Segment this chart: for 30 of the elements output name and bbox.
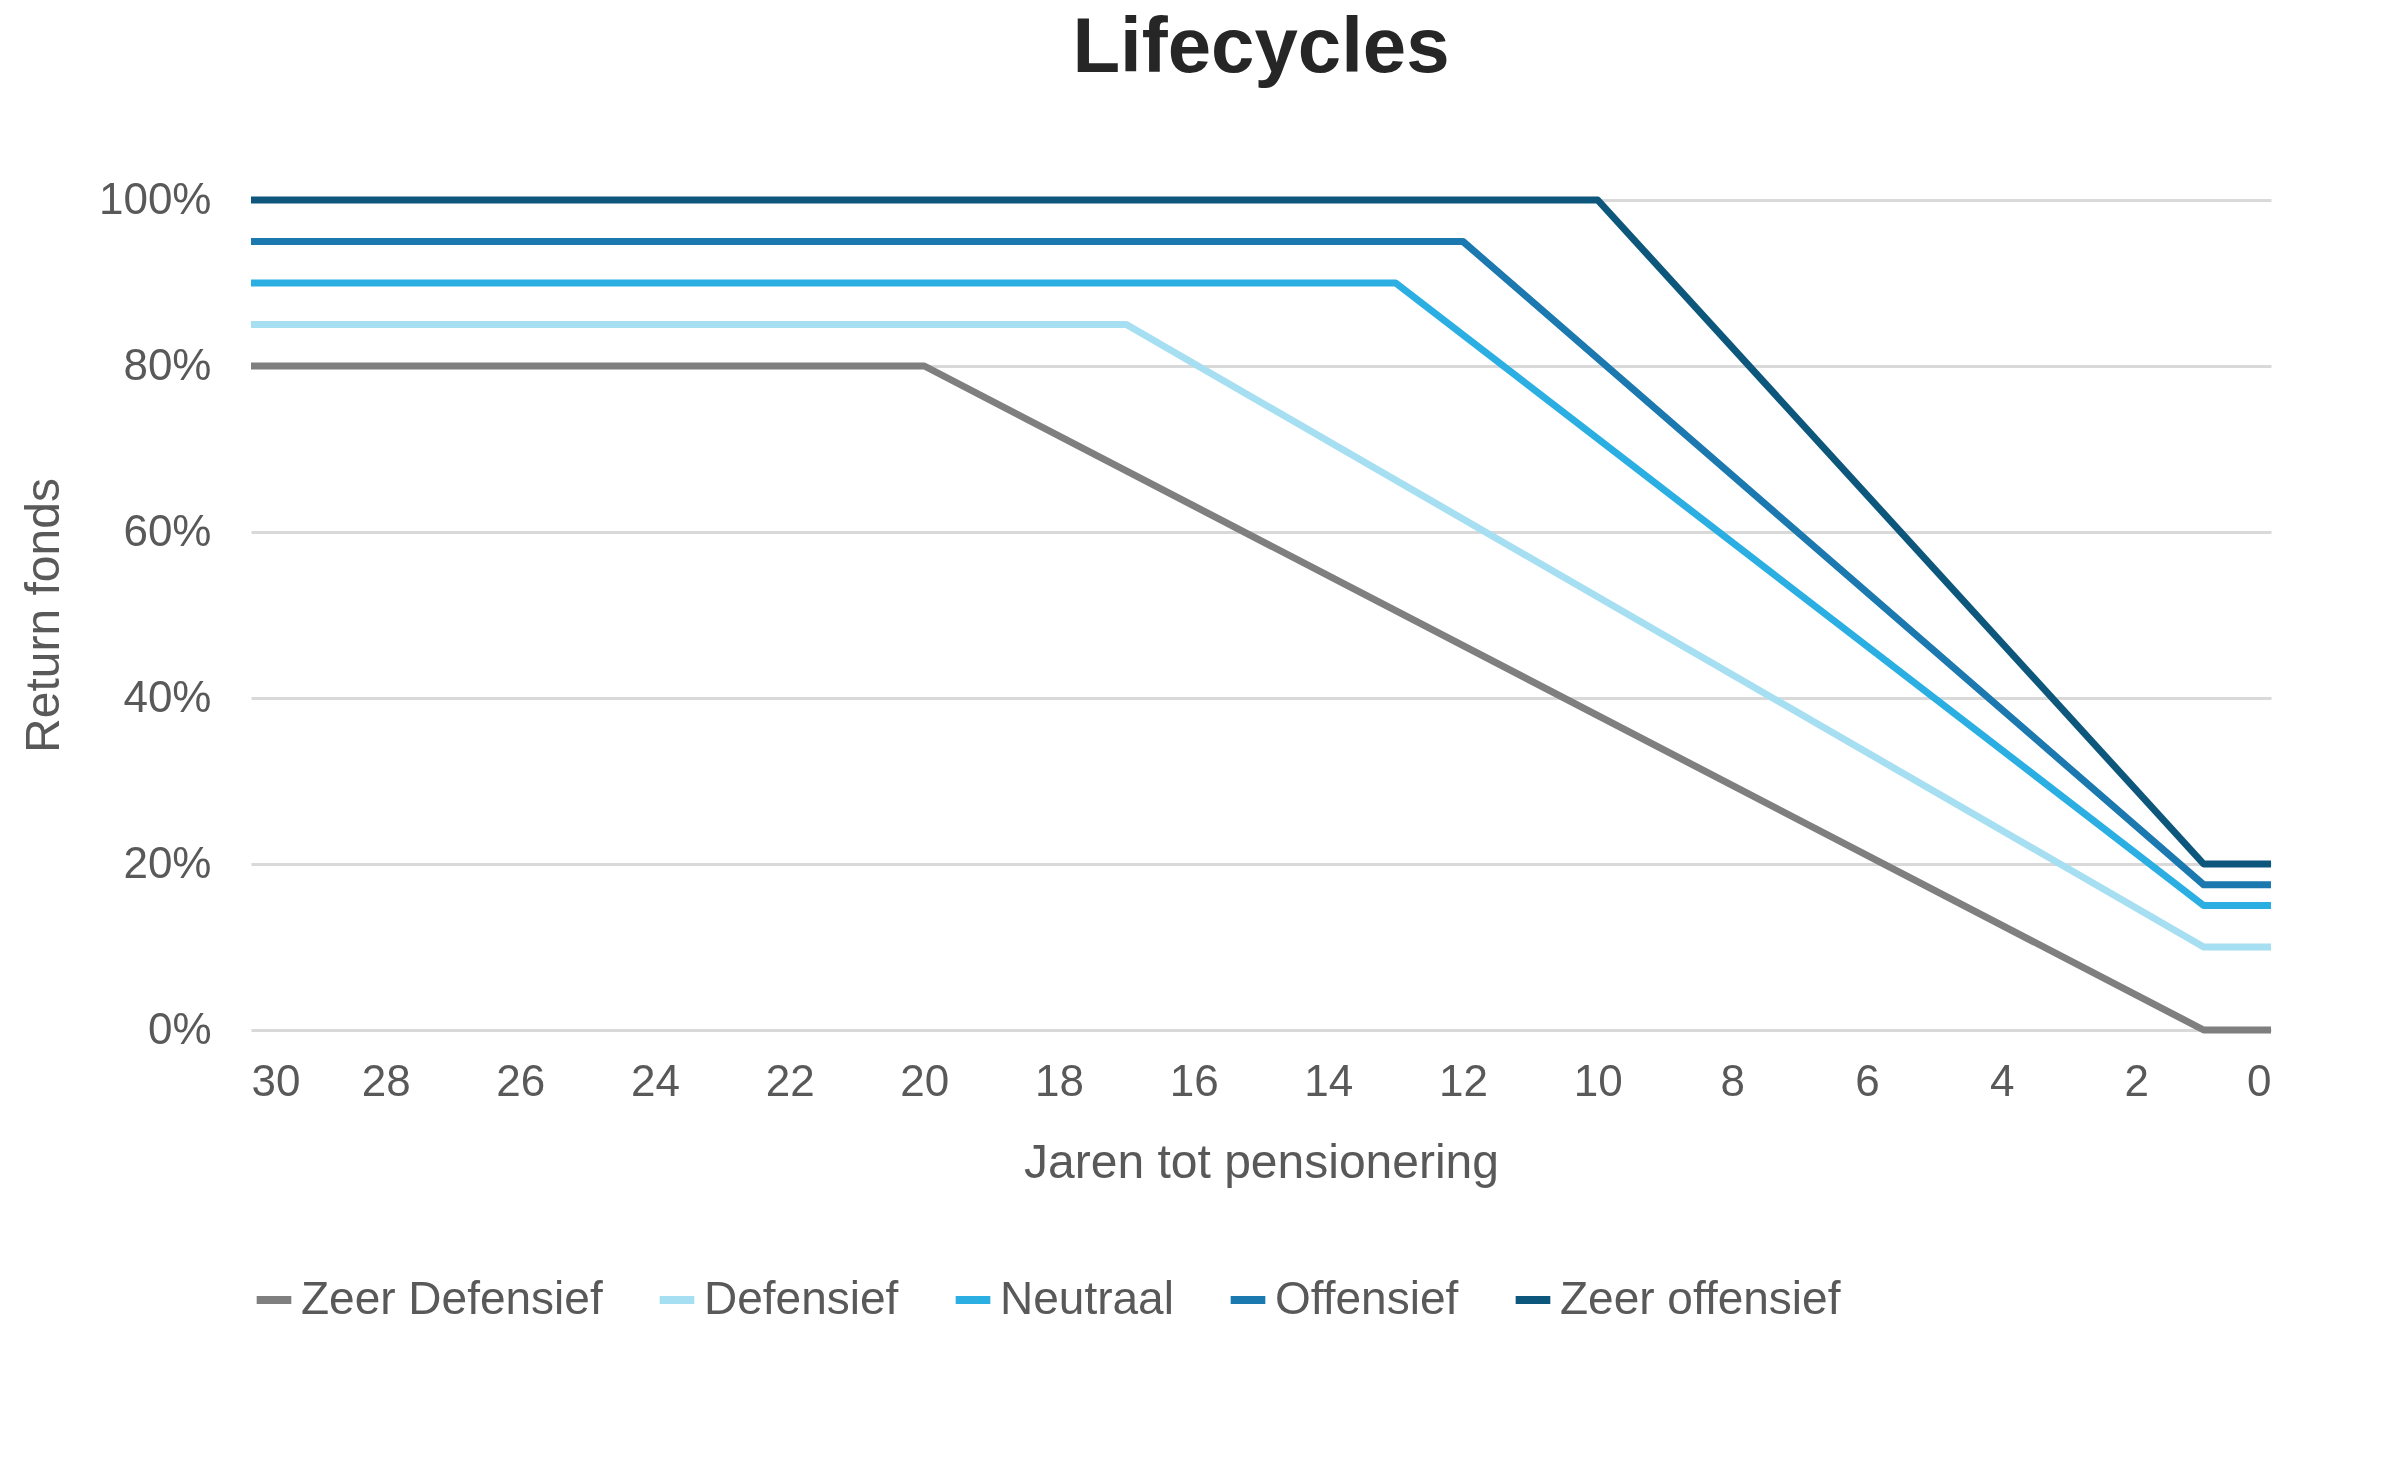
chart-title: Lifecycles: [1072, 1, 1450, 89]
x-tick-label: 0: [2247, 1055, 2272, 1105]
legend-label: Zeer Defensief: [301, 1272, 603, 1324]
y-tick-label: 20%: [123, 837, 212, 887]
legend-label: Zeer offensief: [1560, 1272, 1841, 1324]
x-tick-label: 28: [361, 1055, 411, 1105]
y-axis-title: Return fonds: [15, 478, 69, 753]
y-tick-label: 80%: [123, 339, 212, 389]
y-tick-label: 40%: [123, 671, 212, 721]
x-tick-label: 26: [496, 1055, 546, 1105]
x-tick-label: 2: [2124, 1055, 2150, 1105]
x-tick-label: 12: [1439, 1055, 1488, 1105]
legend-label: Defensief: [704, 1272, 899, 1324]
y-tick-label: 60%: [123, 505, 212, 555]
x-tick-label: 4: [1989, 1055, 2015, 1105]
x-tick-label: 22: [765, 1055, 815, 1105]
x-tick-label: 24: [631, 1055, 680, 1105]
x-tick-label: 10: [1573, 1055, 1623, 1105]
x-tick-label: 16: [1169, 1055, 1219, 1105]
x-axis-title: Jaren tot pensionering: [1024, 1134, 1499, 1188]
x-tick-label: 8: [1720, 1055, 1746, 1105]
x-tick-label: 18: [1035, 1055, 1084, 1105]
y-tick-label: 0%: [147, 1003, 212, 1053]
legend-label: Neutraal: [1000, 1272, 1174, 1324]
x-tick-label: 14: [1304, 1055, 1354, 1105]
x-tick-label: 20: [900, 1055, 950, 1105]
x-tick-label: 6: [1855, 1055, 1880, 1105]
y-tick-label: 100%: [98, 173, 212, 223]
x-tick-label: 30: [251, 1055, 301, 1105]
legend-label: Offensief: [1275, 1272, 1459, 1324]
